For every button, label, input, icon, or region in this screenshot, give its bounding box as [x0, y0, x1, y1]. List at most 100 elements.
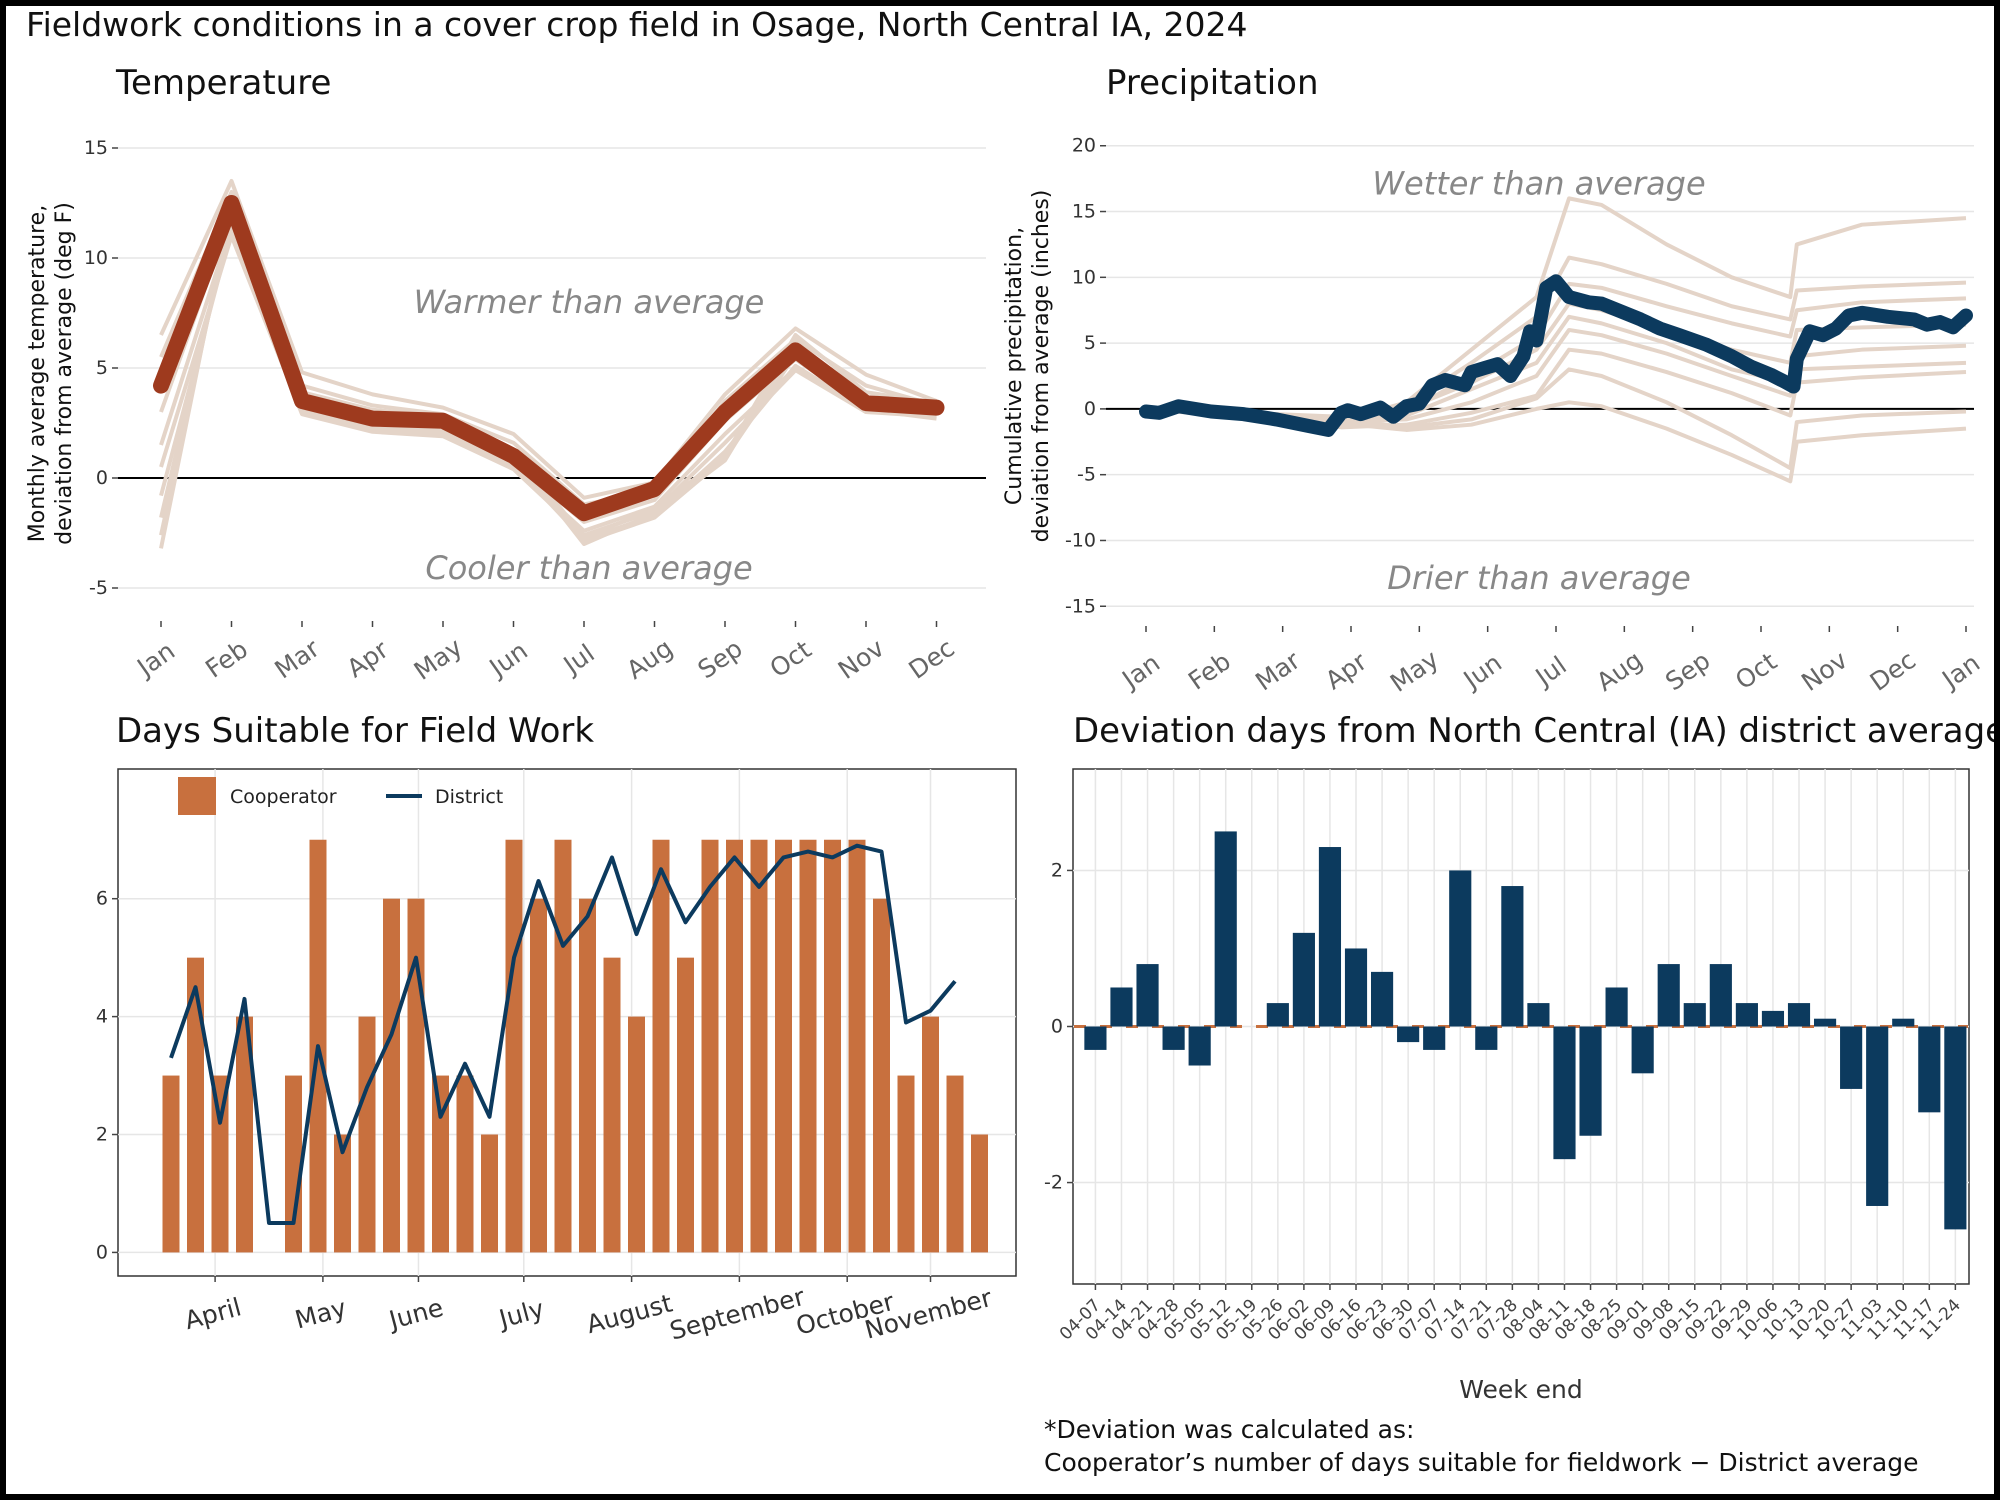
x-tick-label: Jun: [1457, 648, 1507, 695]
deviation-bar: [1605, 987, 1628, 1027]
deviation-bar: [1475, 1026, 1498, 1050]
legend-cooperator-label: Cooperator: [230, 786, 337, 808]
cooperator-bar: [579, 898, 596, 1253]
x-tick-label: Apr: [342, 634, 395, 683]
cooperator-bar: [750, 839, 768, 1253]
x-tick-label: Aug: [621, 633, 678, 685]
deviation-bar: [1292, 932, 1315, 1027]
temperature-y-ticks: -5 0 5 10 15: [84, 137, 118, 599]
cooperator-bar: [334, 1134, 351, 1253]
x-tick-label: Jun: [483, 636, 533, 683]
x-tick-label: May: [292, 1293, 350, 1334]
deviation-bar: [1266, 1003, 1289, 1027]
background-year-line: [1145, 196, 1967, 423]
cooperator-bar: [946, 1075, 964, 1253]
cooperator-bar: [211, 1075, 229, 1253]
precipitation-series: [1139, 274, 1973, 437]
precipitation-gridlines: [1106, 144, 1974, 608]
x-tick-label: Dec: [1865, 645, 1921, 697]
cooperator-bar: [432, 1075, 449, 1253]
figure-title: Fieldwork conditions in a cover crop fie…: [26, 6, 1247, 44]
deviation-bars: [1074, 831, 1968, 1230]
x-tick-label: Oct: [765, 635, 817, 684]
y-tick-label: -2: [1044, 1172, 1063, 1194]
x-tick-label: May: [1385, 644, 1444, 698]
y-tick-label: -10: [1065, 529, 1096, 551]
x-tick-label: Mar: [1250, 645, 1306, 696]
deviation-x-ticks: 04-0704-1404-2104-2805-0505-1205-1905-26…: [1056, 1284, 1965, 1344]
x-tick-label: Aug: [1591, 645, 1648, 697]
cooperator-bar: [505, 839, 523, 1253]
cooperator-bar: [897, 1075, 915, 1253]
y-tick-label: 0: [96, 467, 108, 489]
cooperator-bar: [971, 1134, 988, 1253]
deviation-bar: [1761, 1010, 1785, 1027]
temperature-cooler-annotation: Cooler than average: [425, 549, 752, 587]
days-suitable-title: Days Suitable for Field Work: [116, 711, 594, 751]
x-tick-label: Mar: [269, 633, 325, 684]
cooperator-bars: [162, 839, 988, 1253]
x-tick-label: June: [384, 1293, 446, 1336]
deviation-bar: [1813, 1018, 1837, 1027]
cooperator-bar: [358, 1016, 376, 1253]
cooperator-bar: [407, 898, 425, 1253]
temperature-panel: Temperature -5 0 5 10 15 Monthly average tem…: [25, 63, 986, 686]
cooperator-bar: [456, 1075, 474, 1253]
y-tick-label: -5: [1077, 464, 1096, 486]
deviation-bar: [1735, 1003, 1758, 1027]
precipitation-panel: Precipitation -15 -10 -5 0 5 10 15 20 Cumulativ…: [1002, 63, 1985, 698]
background-year-line: [159, 179, 938, 500]
cooperator-bar: [383, 898, 400, 1253]
temperature-title: Temperature: [115, 63, 331, 103]
deviation-bar: [1318, 847, 1342, 1027]
figure-svg: Fieldwork conditions in a cover crop fie…: [25, 6, 1994, 1477]
cooperator-bar: [652, 839, 670, 1253]
cooperator-bar: [775, 839, 792, 1253]
cooperator-bar: [187, 957, 204, 1253]
precipitation-drier-annotation: Drier than average: [1387, 559, 1691, 597]
y-axis-label-line: deviation from average (inches): [1029, 190, 1054, 543]
x-tick-label: Feb: [1183, 646, 1236, 695]
cooperator-bar: [236, 1016, 253, 1253]
cooperator-bar: [799, 839, 817, 1253]
temperature-y-axis-label: Monthly average temperature,deviation fr…: [25, 202, 77, 545]
days-suitable-x-ticks: April May June July AugustSeptemberOctoberNo…: [182, 1276, 996, 1346]
deviation-note-line-1: *Deviation was calculated as:: [1044, 1415, 1414, 1444]
deviation-bar: [1840, 1026, 1863, 1089]
precipitation-title: Precipitation: [1106, 63, 1319, 103]
deviation-bar: [1344, 948, 1368, 1027]
x-tick-label: Nov: [1796, 645, 1853, 697]
precipitation-wetter-annotation: Wetter than average: [1372, 164, 1705, 202]
deviation-bar: [1423, 1026, 1446, 1050]
cooperator-bar: [628, 1016, 645, 1253]
cooperator-bar: [873, 898, 890, 1253]
y-axis-label-line: deviation from average (deg F): [52, 202, 77, 545]
x-tick-label: September: [667, 1282, 809, 1346]
x-tick-label: Jan: [1935, 648, 1985, 695]
y-tick-label: 2: [1051, 859, 1063, 881]
y-tick-label: -15: [1065, 595, 1096, 617]
x-tick-label: Sep: [1660, 646, 1715, 697]
cooperator-bar: [726, 839, 743, 1253]
legend-cooperator-swatch: [178, 777, 216, 815]
cooperator-bar: [848, 839, 866, 1253]
deviation-panel: Deviation days from North Central (IA) d…: [1044, 711, 1994, 1477]
precipitation-y-ticks: -15 -10 -5 0 5 10 15 20: [1065, 135, 1106, 617]
deviation-bar: [1683, 1003, 1706, 1027]
deviation-bar: [1944, 1026, 1967, 1230]
y-tick-label: 2: [96, 1124, 108, 1146]
precipitation-x-ticks: Jan Feb Mar Apr May Jun Jul Aug Sep Oct Nov Dec Jan: [1115, 626, 1985, 698]
deviation-bar: [1866, 1026, 1889, 1206]
x-tick-label: August: [583, 1288, 675, 1339]
deviation-bar: [1527, 1003, 1550, 1027]
temperature-warmer-annotation: Warmer than average: [414, 283, 765, 321]
temperature-x-ticks: Jan Feb Mar Apr May Jun Jul Aug Sep Oct Nov Dec: [130, 621, 960, 686]
y-axis-label-line: Monthly average temperature,: [25, 205, 50, 542]
y-tick-label: 0: [1084, 398, 1096, 420]
y-tick-label: 0: [1051, 1016, 1063, 1038]
precipitation-2024-line: [1139, 274, 1973, 437]
y-tick-label: 4: [96, 1006, 108, 1028]
cooperator-bar: [701, 839, 719, 1253]
cooperator-bar: [285, 1075, 302, 1253]
y-tick-label: 5: [96, 357, 108, 379]
